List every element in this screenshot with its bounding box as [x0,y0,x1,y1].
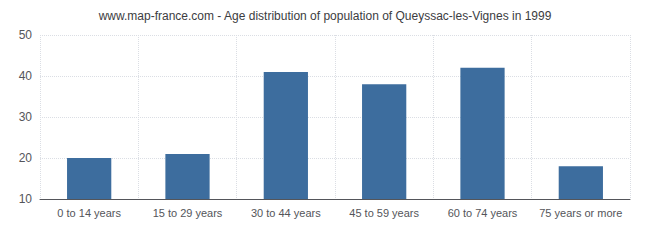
svg-text:www.map-france.com - Age distr: www.map-france.com - Age distribution of… [98,9,552,23]
svg-text:75 years or more: 75 years or more [539,207,622,219]
svg-text:60 to 74 years: 60 to 74 years [448,207,518,219]
svg-text:20: 20 [19,151,33,165]
svg-text:30: 30 [19,110,33,124]
svg-text:10: 10 [19,192,33,206]
svg-text:30 to 44 years: 30 to 44 years [251,207,321,219]
svg-text:0 to 14 years: 0 to 14 years [57,207,121,219]
svg-text:40: 40 [19,69,33,83]
svg-text:45 to 59 years: 45 to 59 years [349,207,419,219]
svg-text:15 to 29 years: 15 to 29 years [153,207,223,219]
svg-text:50: 50 [19,28,33,42]
